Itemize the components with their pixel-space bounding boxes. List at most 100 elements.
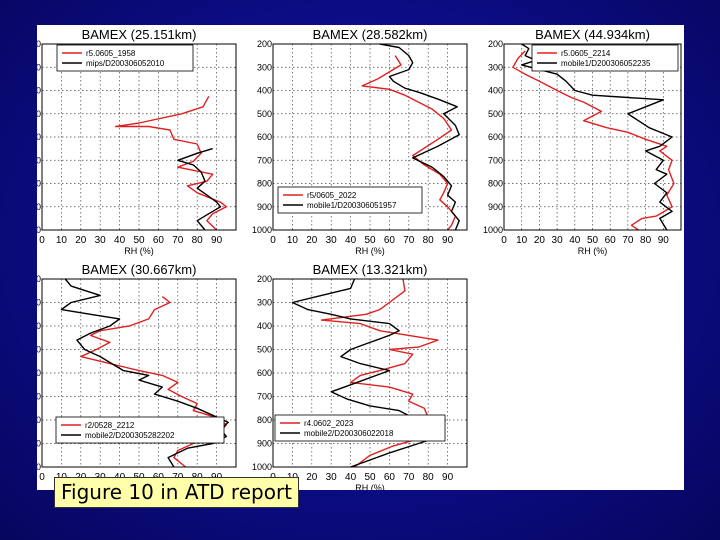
x-tick-label: 30 bbox=[326, 235, 338, 246]
series-line-red bbox=[115, 95, 227, 231]
x-tick-label: 40 bbox=[345, 235, 357, 246]
x-axis-label: RH (%) bbox=[355, 483, 385, 490]
x-tick-label: 60 bbox=[384, 235, 396, 246]
x-tick-label: 10 bbox=[516, 235, 528, 246]
y-tick-label: 600 bbox=[257, 368, 272, 378]
y-tick-label: 900 bbox=[488, 202, 503, 212]
x-tick-label: 50 bbox=[364, 235, 376, 246]
y-tick-label: 200 bbox=[257, 274, 272, 284]
legend-box bbox=[274, 414, 446, 442]
y-tick-label: 200 bbox=[488, 39, 503, 49]
chart-2: BAMEX (28.582km)200300400500600700800900… bbox=[252, 27, 468, 256]
plot-frame bbox=[41, 43, 237, 231]
x-tick-label: 80 bbox=[423, 235, 435, 246]
x-tick-label: 20 bbox=[75, 235, 87, 246]
chart-5: BAMEX (13.321km) 200 300 400 500 600 700 800 900… bbox=[252, 262, 468, 490]
y-tick-label: 300 bbox=[37, 298, 41, 308]
legend-label: mobile1/D200306051957 bbox=[307, 201, 397, 210]
figure-caption: Figure 10 in ATD report bbox=[54, 477, 300, 508]
y-tick-label: 700 bbox=[488, 155, 503, 165]
x-tick-label: 80 bbox=[423, 472, 435, 483]
x-tick-label: 60 bbox=[605, 235, 617, 246]
series-line-black bbox=[521, 43, 673, 231]
y-tick-label: 900 bbox=[37, 202, 41, 212]
x-tick-label: 30 bbox=[95, 235, 107, 246]
legend-label: mips/D200306052010 bbox=[86, 59, 165, 68]
y-tick-label: 1000 bbox=[483, 225, 503, 235]
series-line-red bbox=[361, 55, 457, 231]
y-tick-label: 1000 bbox=[37, 225, 41, 235]
x-tick-label: 0 bbox=[270, 235, 276, 246]
y-tick-label: 800 bbox=[257, 415, 272, 425]
series-line-black bbox=[177, 147, 222, 231]
series-line-black bbox=[379, 43, 460, 231]
x-tick-label: 40 bbox=[114, 235, 126, 246]
chart-title: BAMEX (44.934km) bbox=[535, 27, 650, 42]
y-tick-label: 600 bbox=[37, 368, 41, 378]
x-tick-label: 50 bbox=[364, 472, 376, 483]
legend-box bbox=[55, 416, 225, 444]
y-tick-label: 1000 bbox=[252, 462, 272, 472]
legend-box bbox=[56, 44, 194, 72]
x-tick-label: 0 bbox=[501, 235, 507, 246]
x-tick-label: 20 bbox=[306, 472, 318, 483]
x-tick-label: 90 bbox=[442, 472, 454, 483]
series-line-red bbox=[512, 50, 675, 231]
y-tick-label: 600 bbox=[488, 132, 503, 142]
y-tick-label: 400 bbox=[37, 86, 41, 96]
y-tick-label: 500 bbox=[488, 109, 503, 119]
y-tick-label: 1000 bbox=[252, 225, 272, 235]
y-tick-label: 500 bbox=[257, 109, 272, 119]
chart-4: BAMEX (30.667km) 200 300 400 500 600 700 800 900… bbox=[37, 262, 237, 483]
chart-figure: BAMEX (25.151km)200300400500600700800900… bbox=[37, 27, 682, 490]
y-tick-label: 400 bbox=[37, 321, 41, 331]
y-tick-label: 800 bbox=[257, 179, 272, 189]
y-tick-label: 200 bbox=[37, 39, 41, 49]
legend-label: mobile2/D200305282202 bbox=[85, 431, 175, 440]
x-tick-label: 80 bbox=[192, 235, 204, 246]
y-tick-label: 800 bbox=[37, 415, 41, 425]
y-tick-label: 500 bbox=[257, 345, 272, 355]
chart-title: BAMEX (13.321km) bbox=[313, 262, 428, 277]
x-tick-label: 70 bbox=[403, 472, 415, 483]
x-tick-label: 90 bbox=[658, 235, 670, 246]
y-tick-label: 700 bbox=[37, 155, 41, 165]
x-tick-label: 50 bbox=[133, 235, 145, 246]
x-tick-label: 60 bbox=[153, 235, 165, 246]
x-tick-label: 60 bbox=[384, 472, 396, 483]
y-tick-label: 500 bbox=[37, 109, 41, 119]
x-tick-label: 0 bbox=[39, 472, 45, 483]
plot-frame bbox=[272, 278, 468, 468]
x-tick-label: 30 bbox=[326, 472, 338, 483]
x-axis-label: RH (%) bbox=[578, 246, 608, 256]
x-tick-label: 10 bbox=[287, 235, 299, 246]
y-tick-label: 400 bbox=[488, 86, 503, 96]
y-tick-label: 700 bbox=[37, 392, 41, 402]
x-tick-label: 50 bbox=[587, 235, 599, 246]
legend-box bbox=[277, 186, 423, 214]
y-tick-label: 900 bbox=[257, 202, 272, 212]
x-tick-label: 70 bbox=[403, 235, 415, 246]
y-tick-label: 600 bbox=[257, 132, 272, 142]
plot-frame bbox=[272, 43, 468, 231]
x-tick-label: 40 bbox=[345, 472, 357, 483]
x-axis-label: RH (%) bbox=[355, 246, 385, 256]
legend-label: mobile1/D200306052235 bbox=[561, 59, 651, 68]
y-tick-label: 900 bbox=[257, 439, 272, 449]
y-tick-label: 200 bbox=[257, 39, 272, 49]
x-tick-label: 0 bbox=[39, 235, 45, 246]
y-tick-label: 400 bbox=[257, 321, 272, 331]
legend-label: r5.0605_1958 bbox=[86, 49, 136, 58]
x-tick-label: 40 bbox=[569, 235, 581, 246]
y-tick-label: 200 bbox=[37, 274, 41, 284]
y-tick-label: 300 bbox=[257, 62, 272, 72]
chart-title: BAMEX (28.582km) bbox=[313, 27, 428, 42]
y-tick-label: 900 bbox=[37, 439, 41, 449]
y-tick-label: 700 bbox=[257, 392, 272, 402]
x-tick-label: 70 bbox=[172, 235, 184, 246]
